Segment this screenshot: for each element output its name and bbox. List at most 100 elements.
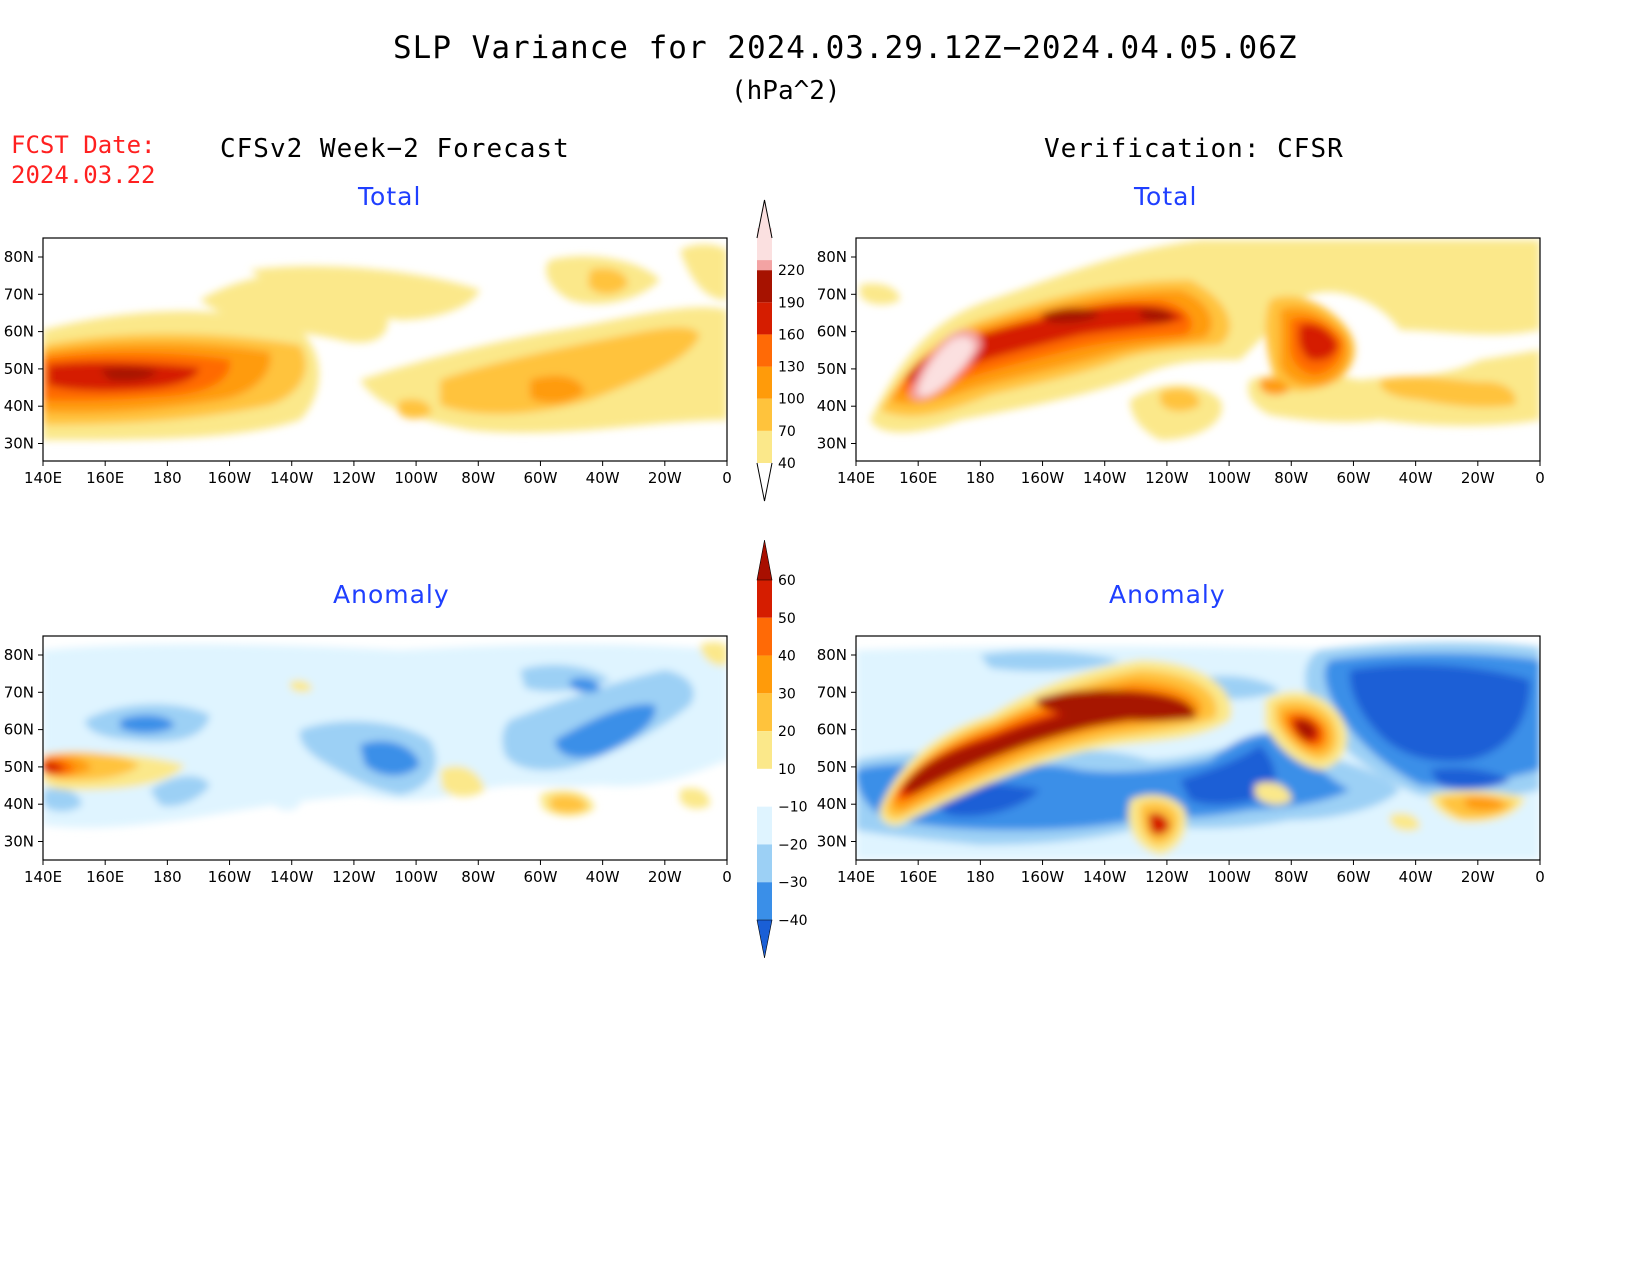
map-forecast-anomaly xyxy=(42,635,728,861)
lon-tick-label: 0 xyxy=(722,469,732,487)
colorbar-bottom-arrow xyxy=(756,919,773,959)
lon-tick-label: 140E xyxy=(24,868,62,886)
lat-tick-label: 30N xyxy=(817,833,847,851)
lon-tick-label: 120W xyxy=(1145,469,1189,487)
colorbar-tick-label: −30 xyxy=(778,875,808,891)
lon-tick-label: 160E xyxy=(899,868,937,886)
lon-tick-label: 180 xyxy=(966,469,995,487)
colorbar-swatch xyxy=(757,844,772,883)
colorbar-swatch xyxy=(757,430,772,463)
colorbar-swatch xyxy=(757,655,772,694)
lat-tick-label: 60N xyxy=(817,323,847,341)
lon-tick-label: 100W xyxy=(394,868,438,886)
colorbar-tick-label: 30 xyxy=(778,686,796,702)
colorbar-swatch xyxy=(757,366,772,399)
lon-tick-label: 40W xyxy=(1399,469,1433,487)
lon-tick-label: 0 xyxy=(722,868,732,886)
colorbar-tick-label: 20 xyxy=(778,724,796,740)
lat-tick-label: 60N xyxy=(4,721,34,739)
lat-tick-label: 60N xyxy=(4,323,34,341)
lon-tick-label: 100W xyxy=(1207,469,1251,487)
lon-tick-label: 20W xyxy=(1461,868,1495,886)
colorbar-tick-label: 100 xyxy=(778,392,805,408)
lon-tick-label: 40W xyxy=(1399,868,1433,886)
colorbar-swatch xyxy=(757,731,772,769)
lon-tick-label: 160W xyxy=(1021,868,1065,886)
lon-tick-label: 0 xyxy=(1535,469,1545,487)
colorbar-tick-label: 220 xyxy=(778,263,805,279)
colorbar-tick-label: −40 xyxy=(778,913,808,929)
lat-tick-label: 70N xyxy=(817,285,847,303)
lat-tick-label: 30N xyxy=(817,435,847,453)
colorbar-tick-label: 40 xyxy=(778,456,796,472)
colorbar-tick-label: 40 xyxy=(778,649,796,665)
forecast-date-value: 2024.03.22 xyxy=(11,161,156,189)
colorbar-tick-label: 160 xyxy=(778,327,805,343)
colorbar-top-arrow xyxy=(756,199,773,239)
lon-tick-label: 160W xyxy=(1021,469,1065,487)
colorbar-tick-label: −20 xyxy=(778,837,808,853)
lon-tick-label: 100W xyxy=(1207,868,1251,886)
lon-tick-label: 140W xyxy=(270,469,314,487)
colorbar-swatch xyxy=(757,806,772,845)
lat-tick-label: 40N xyxy=(4,795,34,813)
lon-tick-label: 0 xyxy=(1535,868,1545,886)
colorbar-swatch xyxy=(757,882,772,920)
lon-tick-label: 120W xyxy=(332,469,376,487)
lon-tick-label: 40W xyxy=(586,868,620,886)
map-verification-anomaly xyxy=(855,635,1541,861)
colorbar-tick-label: 10 xyxy=(778,762,796,778)
forecast-date: FCST Date: 2024.03.22 xyxy=(11,130,156,190)
lat-tick-label: 40N xyxy=(817,397,847,415)
lon-tick-label: 20W xyxy=(648,868,682,886)
lon-tick-label: 60W xyxy=(1336,469,1370,487)
colorbar-tick-label: −10 xyxy=(778,800,808,816)
map-verification-total xyxy=(855,237,1541,462)
lon-tick-label: 140E xyxy=(24,469,62,487)
colorbar-swatch xyxy=(757,580,772,618)
colorbar-top-arrow xyxy=(756,539,773,581)
lat-tick-label: 60N xyxy=(817,721,847,739)
lat-tick-label: 80N xyxy=(4,248,34,266)
lon-tick-label: 180 xyxy=(153,868,182,886)
panel-title-forecast-total: Total xyxy=(358,182,422,211)
forecast-date-label: FCST Date: xyxy=(11,131,156,159)
lon-tick-label: 140E xyxy=(837,868,875,886)
colorbar-tick-label: 50 xyxy=(778,611,796,627)
colorbar-swatch xyxy=(757,334,772,367)
colorbar-tick-label: 190 xyxy=(778,295,805,311)
lon-tick-label: 40W xyxy=(586,469,620,487)
lat-tick-label: 40N xyxy=(4,397,34,415)
lat-tick-label: 70N xyxy=(4,285,34,303)
lat-tick-label: 80N xyxy=(4,646,34,664)
lon-tick-label: 80W xyxy=(461,469,495,487)
lon-tick-label: 140W xyxy=(1083,868,1127,886)
lon-tick-label: 20W xyxy=(1461,469,1495,487)
lon-tick-label: 140W xyxy=(1083,469,1127,487)
colorbar-tick-label: 70 xyxy=(778,424,796,440)
colorbar-anomaly: 60 50 40 30 20 10 −10 −20 −30 −40 xyxy=(756,539,808,959)
units-label: (hPa^2) xyxy=(731,76,841,106)
left-column-title: CFSv2 Week−2 Forecast xyxy=(220,134,570,164)
lat-tick-label: 30N xyxy=(4,435,34,453)
lon-tick-label: 120W xyxy=(332,868,376,886)
lon-tick-label: 80W xyxy=(1274,469,1308,487)
figure-title: SLP Variance for 2024.03.29.12Z−2024.04.… xyxy=(393,30,1298,66)
colorbar-swatch xyxy=(757,693,772,732)
lat-tick-label: 80N xyxy=(817,646,847,664)
axis-labels: 80N 70N 60N 50N 40N 30N 140E 160E 180 160W 140W 120… xyxy=(4,248,1545,886)
panel-title-verification-anomaly: Anomaly xyxy=(1109,580,1226,609)
lat-tick-label: 30N xyxy=(4,833,34,851)
lat-tick-label: 80N xyxy=(817,248,847,266)
colorbar-tick-label: 60 xyxy=(778,573,796,589)
panel-title-verification-total: Total xyxy=(1134,182,1198,211)
panel-title-forecast-anomaly: Anomaly xyxy=(333,580,450,609)
lat-tick-label: 50N xyxy=(817,758,847,776)
lat-tick-label: 70N xyxy=(817,683,847,701)
lon-tick-label: 60W xyxy=(523,868,557,886)
colorbar-swatch xyxy=(757,270,772,303)
lon-tick-label: 140W xyxy=(270,868,314,886)
colorbar-swatch xyxy=(757,398,772,431)
right-column-title: Verification: CFSR xyxy=(1044,134,1344,164)
